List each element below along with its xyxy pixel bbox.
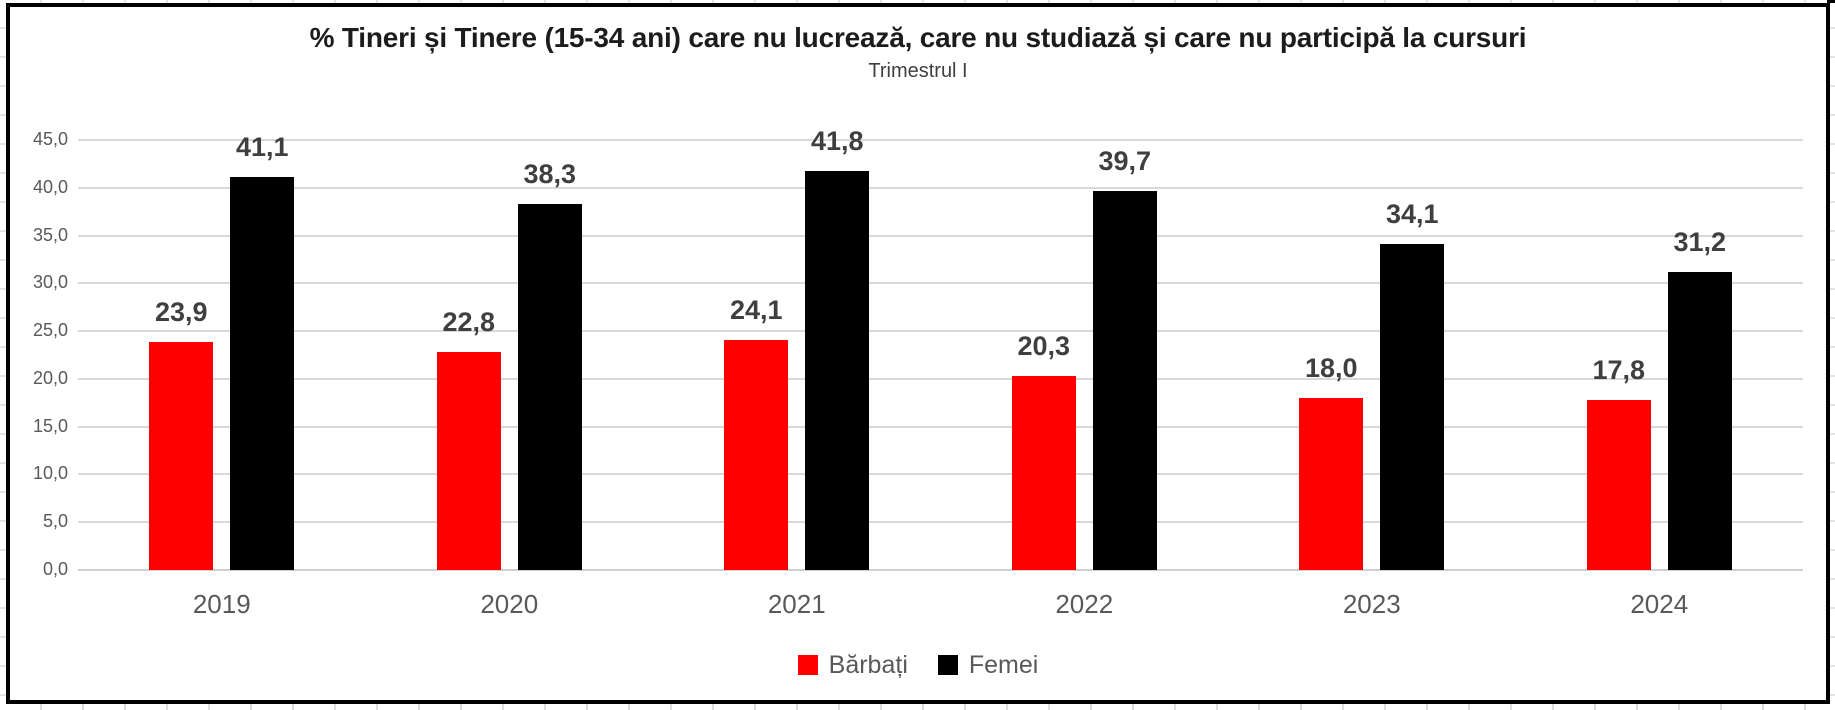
chart-frame: [6, 3, 1830, 704]
y-axis-tick-label: 20,0: [32, 367, 68, 388]
adjacent-object-sliver: [1827, 0, 1835, 3]
gridline-30: [78, 282, 1803, 285]
bar-femei-2019: [230, 177, 295, 570]
y-axis-tick-label: 25,0: [32, 320, 68, 341]
x-axis-label-2021: 2021: [767, 589, 826, 619]
gridline-25: [78, 330, 1803, 333]
spreadsheet-gridline-sliver-bottom: [0, 704, 1835, 710]
data-label-bărbați-2022: 20,3: [1017, 331, 1071, 362]
y-axis-tick-label: 5,0: [42, 511, 68, 532]
bar-bărbați-2022: [1011, 376, 1076, 570]
gridline-40: [78, 186, 1803, 189]
y-axis-tick-label: 10,0: [32, 463, 68, 484]
data-label-femei-2019: 41,1: [235, 132, 289, 163]
spreadsheet-gridline-sliver-left: [0, 0, 6, 710]
gridline-15: [78, 425, 1803, 428]
spreadsheet-gridline-sliver-top: [0, 0, 1835, 3]
legend-label-femei: Femei: [968, 650, 1039, 679]
bar-femei-2022: [1092, 190, 1157, 570]
bar-femei-2023: [1380, 244, 1445, 570]
data-label-femei-2024: 31,2: [1673, 226, 1727, 257]
y-axis-tick-label: 40,0: [32, 176, 68, 197]
spreadsheet-gridline-sliver-right: [1830, 0, 1835, 710]
bar-bărbați-2020: [436, 352, 501, 570]
chart-subtitle: Trimestrul I: [868, 60, 968, 82]
data-label-bărbați-2020: 22,8: [442, 307, 496, 338]
bar-bărbați-2021: [724, 339, 789, 570]
gridline-45: [78, 139, 1803, 141]
bar-bărbați-2024: [1586, 399, 1651, 570]
x-axis: 2019 2020 2021 2022 2023 2024: [78, 589, 1803, 623]
gridline-10: [78, 473, 1803, 476]
bar-femei-2020: [517, 204, 582, 570]
x-axis-label-2023: 2023: [1342, 589, 1401, 619]
data-label-bărbați-2021: 24,1: [729, 294, 783, 325]
legend-item-barbati: Bărbați: [797, 650, 908, 680]
y-axis-tick-label: 15,0: [32, 415, 68, 436]
data-label-femei-2023: 34,1: [1385, 199, 1439, 230]
data-label-bărbați-2019: 23,9: [154, 296, 208, 327]
x-axis-line: [78, 569, 1803, 571]
y-axis: 0,0 5,0 10,0 15,0 20,0 25,0 30,0 35,0 40,0 45,0: [10, 129, 68, 579]
bar-bărbați-2019: [149, 341, 214, 570]
data-label-bărbați-2024: 17,8: [1592, 354, 1646, 385]
bar-femei-2024: [1667, 271, 1732, 570]
plot-area: 23,9 41,1 22,8 38,3 24,1 41,8 20,3 39,7 18,0 34,1…: [78, 126, 1803, 571]
y-axis-tick-label: 35,0: [32, 224, 68, 245]
gridline-5: [78, 521, 1803, 524]
y-axis-tick-label: 45,0: [32, 129, 68, 149]
legend-swatch-femei: [937, 655, 958, 675]
bar-femei-2021: [805, 170, 870, 570]
legend: Bărbați Femei: [6, 648, 1830, 682]
data-label-femei-2021: 41,8: [810, 125, 864, 156]
y-axis-tick-label: 0,0: [42, 559, 68, 579]
gridline-35: [78, 234, 1803, 237]
x-axis-label-2022: 2022: [1055, 589, 1114, 619]
data-label-femei-2022: 39,7: [1098, 145, 1152, 176]
legend-item-femei: Femei: [937, 650, 1039, 680]
gridline-20: [78, 377, 1803, 380]
data-label-femei-2020: 38,3: [523, 159, 577, 190]
chart-title: % Tineri și Tinere (15-34 ani) care nu l…: [309, 22, 1527, 53]
legend-label-barbati: Bărbați: [828, 650, 908, 679]
bar-bărbați-2023: [1299, 398, 1364, 570]
y-axis-tick-label: 30,0: [32, 272, 68, 293]
legend-swatch-barbati: [797, 655, 818, 675]
data-label-bărbați-2023: 18,0: [1304, 353, 1358, 383]
x-axis-label-2024: 2024: [1630, 589, 1689, 619]
x-axis-label-2019: 2019: [192, 589, 251, 619]
x-axis-label-2020: 2020: [480, 589, 539, 619]
